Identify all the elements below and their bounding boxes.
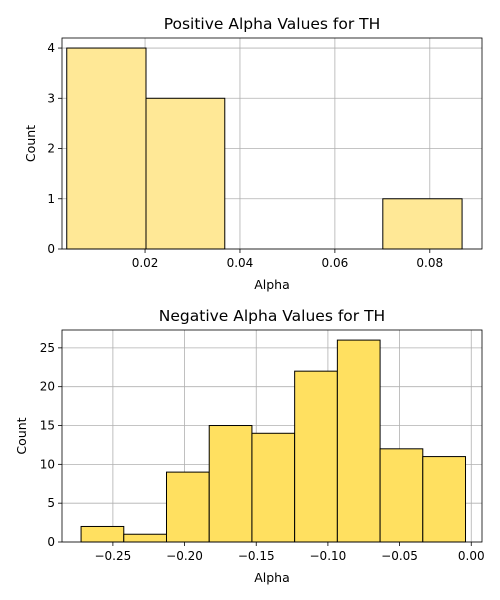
- x-tick-label: −0.20: [166, 549, 203, 563]
- y-tick-label: 15: [40, 419, 55, 433]
- histogram-bar: [336, 339, 381, 543]
- positive-alpha-histogram: 0.02 0.04 0.06 0.08 0 1 2 3 4 Positive Alpha Valu…: [23, 15, 483, 292]
- y-tick-label: 10: [40, 457, 55, 471]
- histogram-bar: [422, 456, 467, 543]
- y-tick-label: 0: [47, 242, 55, 256]
- histogram-bar: [294, 370, 338, 543]
- y-tick-label: 5: [47, 496, 55, 510]
- histogram-bar: [123, 533, 167, 543]
- histogram-bar: [379, 448, 424, 543]
- x-tick-label: 0.08: [416, 256, 443, 270]
- x-tick-label: −0.10: [310, 549, 347, 563]
- plot-frame: [61, 37, 483, 250]
- y-tick-label: 25: [40, 341, 55, 355]
- chart-title: Positive Alpha Values for TH: [164, 15, 381, 33]
- histogram-bar: [251, 432, 296, 543]
- y-tick-label: 4: [47, 41, 55, 55]
- histogram-bar: [66, 47, 147, 250]
- x-tick-label: 0.02: [132, 256, 159, 270]
- histogram-bar: [208, 425, 253, 543]
- histogram-bar: [165, 471, 210, 543]
- x-tick-label: −0.05: [381, 549, 418, 563]
- x-tick-label: 0.06: [322, 256, 349, 270]
- y-tick-label: 2: [47, 142, 55, 156]
- plot-frame: [61, 329, 483, 543]
- x-tick-label: 0.00: [458, 549, 485, 563]
- x-axis-label: Alpha: [254, 570, 290, 585]
- y-tick-label: 20: [40, 380, 55, 394]
- y-axis-label: Count: [23, 125, 38, 162]
- x-tick-label: 0.04: [227, 256, 254, 270]
- x-tick-label: −0.15: [238, 549, 275, 563]
- histogram-bar: [80, 525, 125, 543]
- histogram-bar: [382, 198, 463, 250]
- y-tick-label: 0: [47, 535, 55, 549]
- chart-title: Negative Alpha Values for TH: [159, 307, 385, 325]
- x-axis-label: Alpha: [254, 277, 290, 292]
- y-axis-label: Count: [14, 417, 29, 454]
- x-tick-label: −0.25: [94, 549, 131, 563]
- negative-alpha-histogram: −0.25 −0.20 −0.15 −0.10 −0.05 0.00 0 5 10 15 20 25 N…: [14, 307, 485, 585]
- histogram-bar: [145, 97, 226, 250]
- y-tick-label: 3: [47, 91, 55, 105]
- y-tick-label: 1: [47, 192, 55, 206]
